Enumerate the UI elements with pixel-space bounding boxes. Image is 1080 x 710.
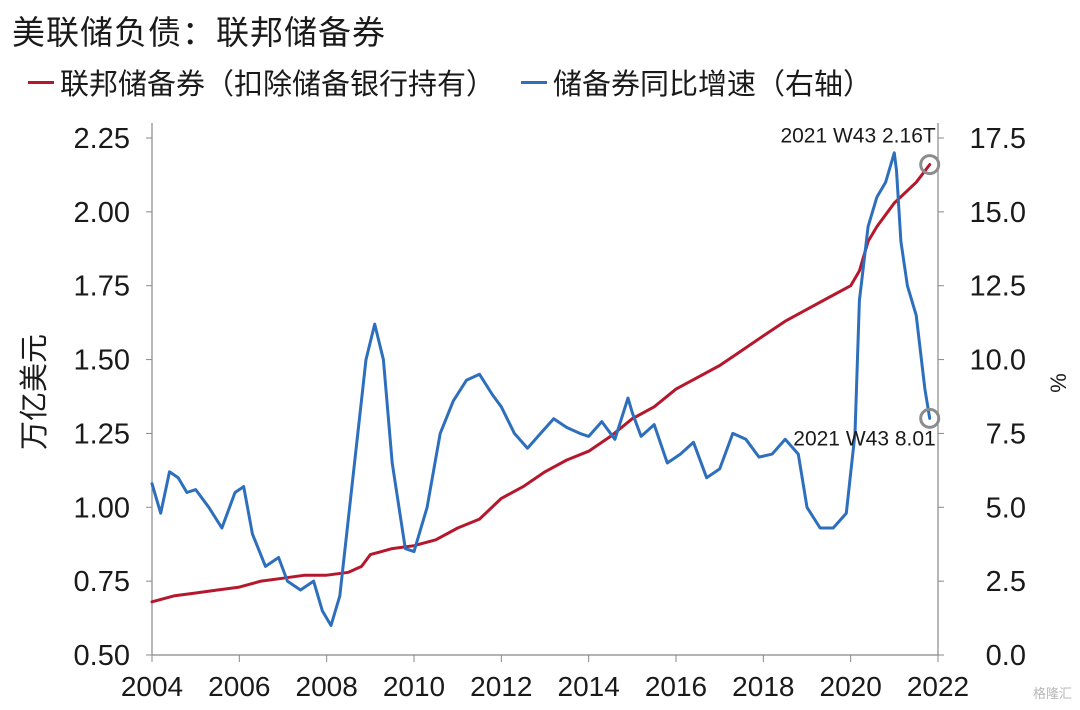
legend-swatch-blue — [521, 80, 548, 84]
right-tick-label: 10.0 — [970, 345, 1026, 377]
right-tick-label: 17.5 — [970, 123, 1026, 155]
x-tick-label: 2010 — [383, 671, 445, 702]
right-tick-label: 12.5 — [970, 271, 1026, 303]
annotation-marker-growth — [919, 407, 941, 429]
series-line-growth — [150, 151, 932, 627]
legend: 联邦储备券（扣除储备银行持有） 储备券同比增速（右轴） — [28, 62, 898, 102]
x-tick-label: 2022 — [907, 671, 969, 702]
right-tick-label: 7.5 — [986, 418, 1026, 450]
left-tick-label: 1.75 — [74, 271, 130, 303]
series-line-notes — [150, 163, 932, 604]
left-tick-label: 1.00 — [74, 492, 130, 524]
right-tick-label: 15.0 — [970, 197, 1026, 229]
left-tick-label: 1.25 — [74, 418, 130, 450]
legend-label-growth: 储备券同比增速（右轴） — [553, 67, 873, 101]
x-tick-label: 2008 — [296, 671, 358, 702]
legend-item-growth: 储备券同比增速（右轴） — [521, 61, 872, 103]
right-tick-label: 5.0 — [986, 492, 1026, 524]
left-tick-label: 0.50 — [74, 640, 130, 672]
x-tick-label: 2012 — [470, 671, 532, 702]
left-tick-label: 0.75 — [74, 566, 130, 598]
y2-axis-title: % — [1046, 373, 1071, 393]
watermark: 格隆汇 — [1032, 687, 1072, 702]
y-axis-title: 万亿美元 — [17, 334, 51, 450]
annotation-label-growth: 2021 W43 8.01 — [793, 427, 935, 450]
legend-item-notes: 联邦储备券（扣除储备银行持有） — [28, 61, 495, 103]
legend-label-notes: 联邦储备券（扣除储备银行持有） — [60, 67, 496, 101]
x-tick-label: 2016 — [645, 671, 707, 702]
x-tick-label: 2020 — [820, 671, 882, 702]
left-tick-label: 2.25 — [74, 123, 130, 155]
x-tick-label: 2018 — [732, 671, 794, 702]
right-tick-label: 2.5 — [986, 566, 1026, 598]
left-tick-label: 2.00 — [74, 197, 130, 229]
left-tick-label: 1.50 — [74, 345, 130, 377]
x-tick-label: 2004 — [121, 671, 183, 702]
x-tick-label: 2014 — [558, 671, 620, 702]
annotation-marker-notes — [919, 154, 941, 176]
x-tick-label: 2006 — [208, 671, 270, 702]
right-tick-label: 0.0 — [986, 640, 1026, 672]
annotation-label-notes: 2021 W43 2.16T — [780, 125, 935, 148]
page-title: 美联储负债：联邦储备券 — [12, 13, 386, 52]
legend-swatch-red — [28, 80, 54, 84]
